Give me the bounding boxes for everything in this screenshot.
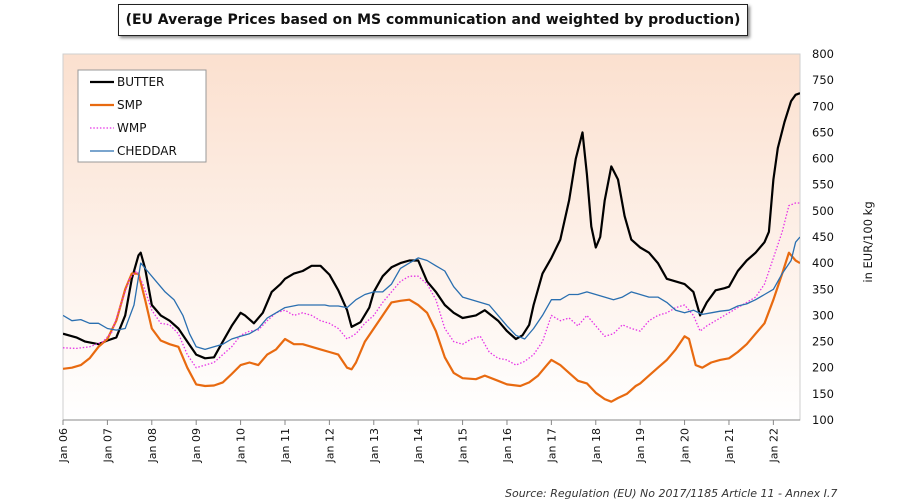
legend-label-butter: BUTTER [117,75,164,89]
series-line-butter [63,92,800,360]
y-tick-label: 400 [812,256,834,270]
y-tick-label: 350 [812,282,834,296]
series-line-cheddar [63,236,800,351]
series-line-wmp [63,202,800,369]
y-tick-label: 300 [812,308,834,322]
y-tick-label: 750 [812,73,834,87]
legend-label-cheddar: CHEDDAR [117,144,177,158]
legend: BUTTER SMP WMP CHEDDAR [77,69,207,163]
legend-box [77,69,207,163]
y-tick-label: 800 [812,47,834,61]
y-tick-label: 200 [812,361,834,375]
x-tick-label: Jan 21 [723,428,736,463]
y-tick-label: 700 [812,99,834,113]
x-tick-label: Jan 18 [590,428,603,463]
y-tick-label: 250 [812,335,834,349]
source-note: Source: Regulation (EU) No 2017/1185 Art… [505,487,838,500]
y-tick-label: 450 [812,230,834,244]
x-tick-label: Jan 13 [368,428,381,463]
y-tick-label: 150 [812,387,834,401]
legend-label-wmp: WMP [117,121,146,135]
x-tick-label: Jan 07 [101,428,114,463]
x-tick-label: Jan 08 [146,428,159,463]
y-tick-label: 500 [812,204,834,218]
chart-title: (EU Average Prices based on MS communica… [118,4,748,36]
x-tick-label: Jan 20 [679,428,692,463]
y-tick-label: 100 [812,413,834,427]
y-tick-label: 650 [812,125,834,139]
y-tick-label: 550 [812,178,834,192]
x-tick-label: Jan 12 [323,428,336,463]
x-tick-label: Jan 17 [545,428,558,463]
x-tick-label: Jan 19 [634,428,647,463]
x-tick-label: Jan 14 [412,428,425,463]
x-tick-label: Jan 10 [235,428,248,463]
x-tick-label: Jan 15 [457,428,470,463]
x-tick-label: Jan 06 [57,428,70,463]
x-tick-label: Jan 09 [190,428,203,463]
x-tick-label: Jan 22 [767,428,780,463]
y-tick-label: 600 [812,152,834,166]
x-tick-label: Jan 16 [501,428,514,463]
x-tick-label: Jan 11 [279,428,292,463]
legend-label-smp: SMP [117,98,142,112]
y-axis-label: in EUR/100 kg [861,201,875,282]
series-line-smp [63,251,800,403]
